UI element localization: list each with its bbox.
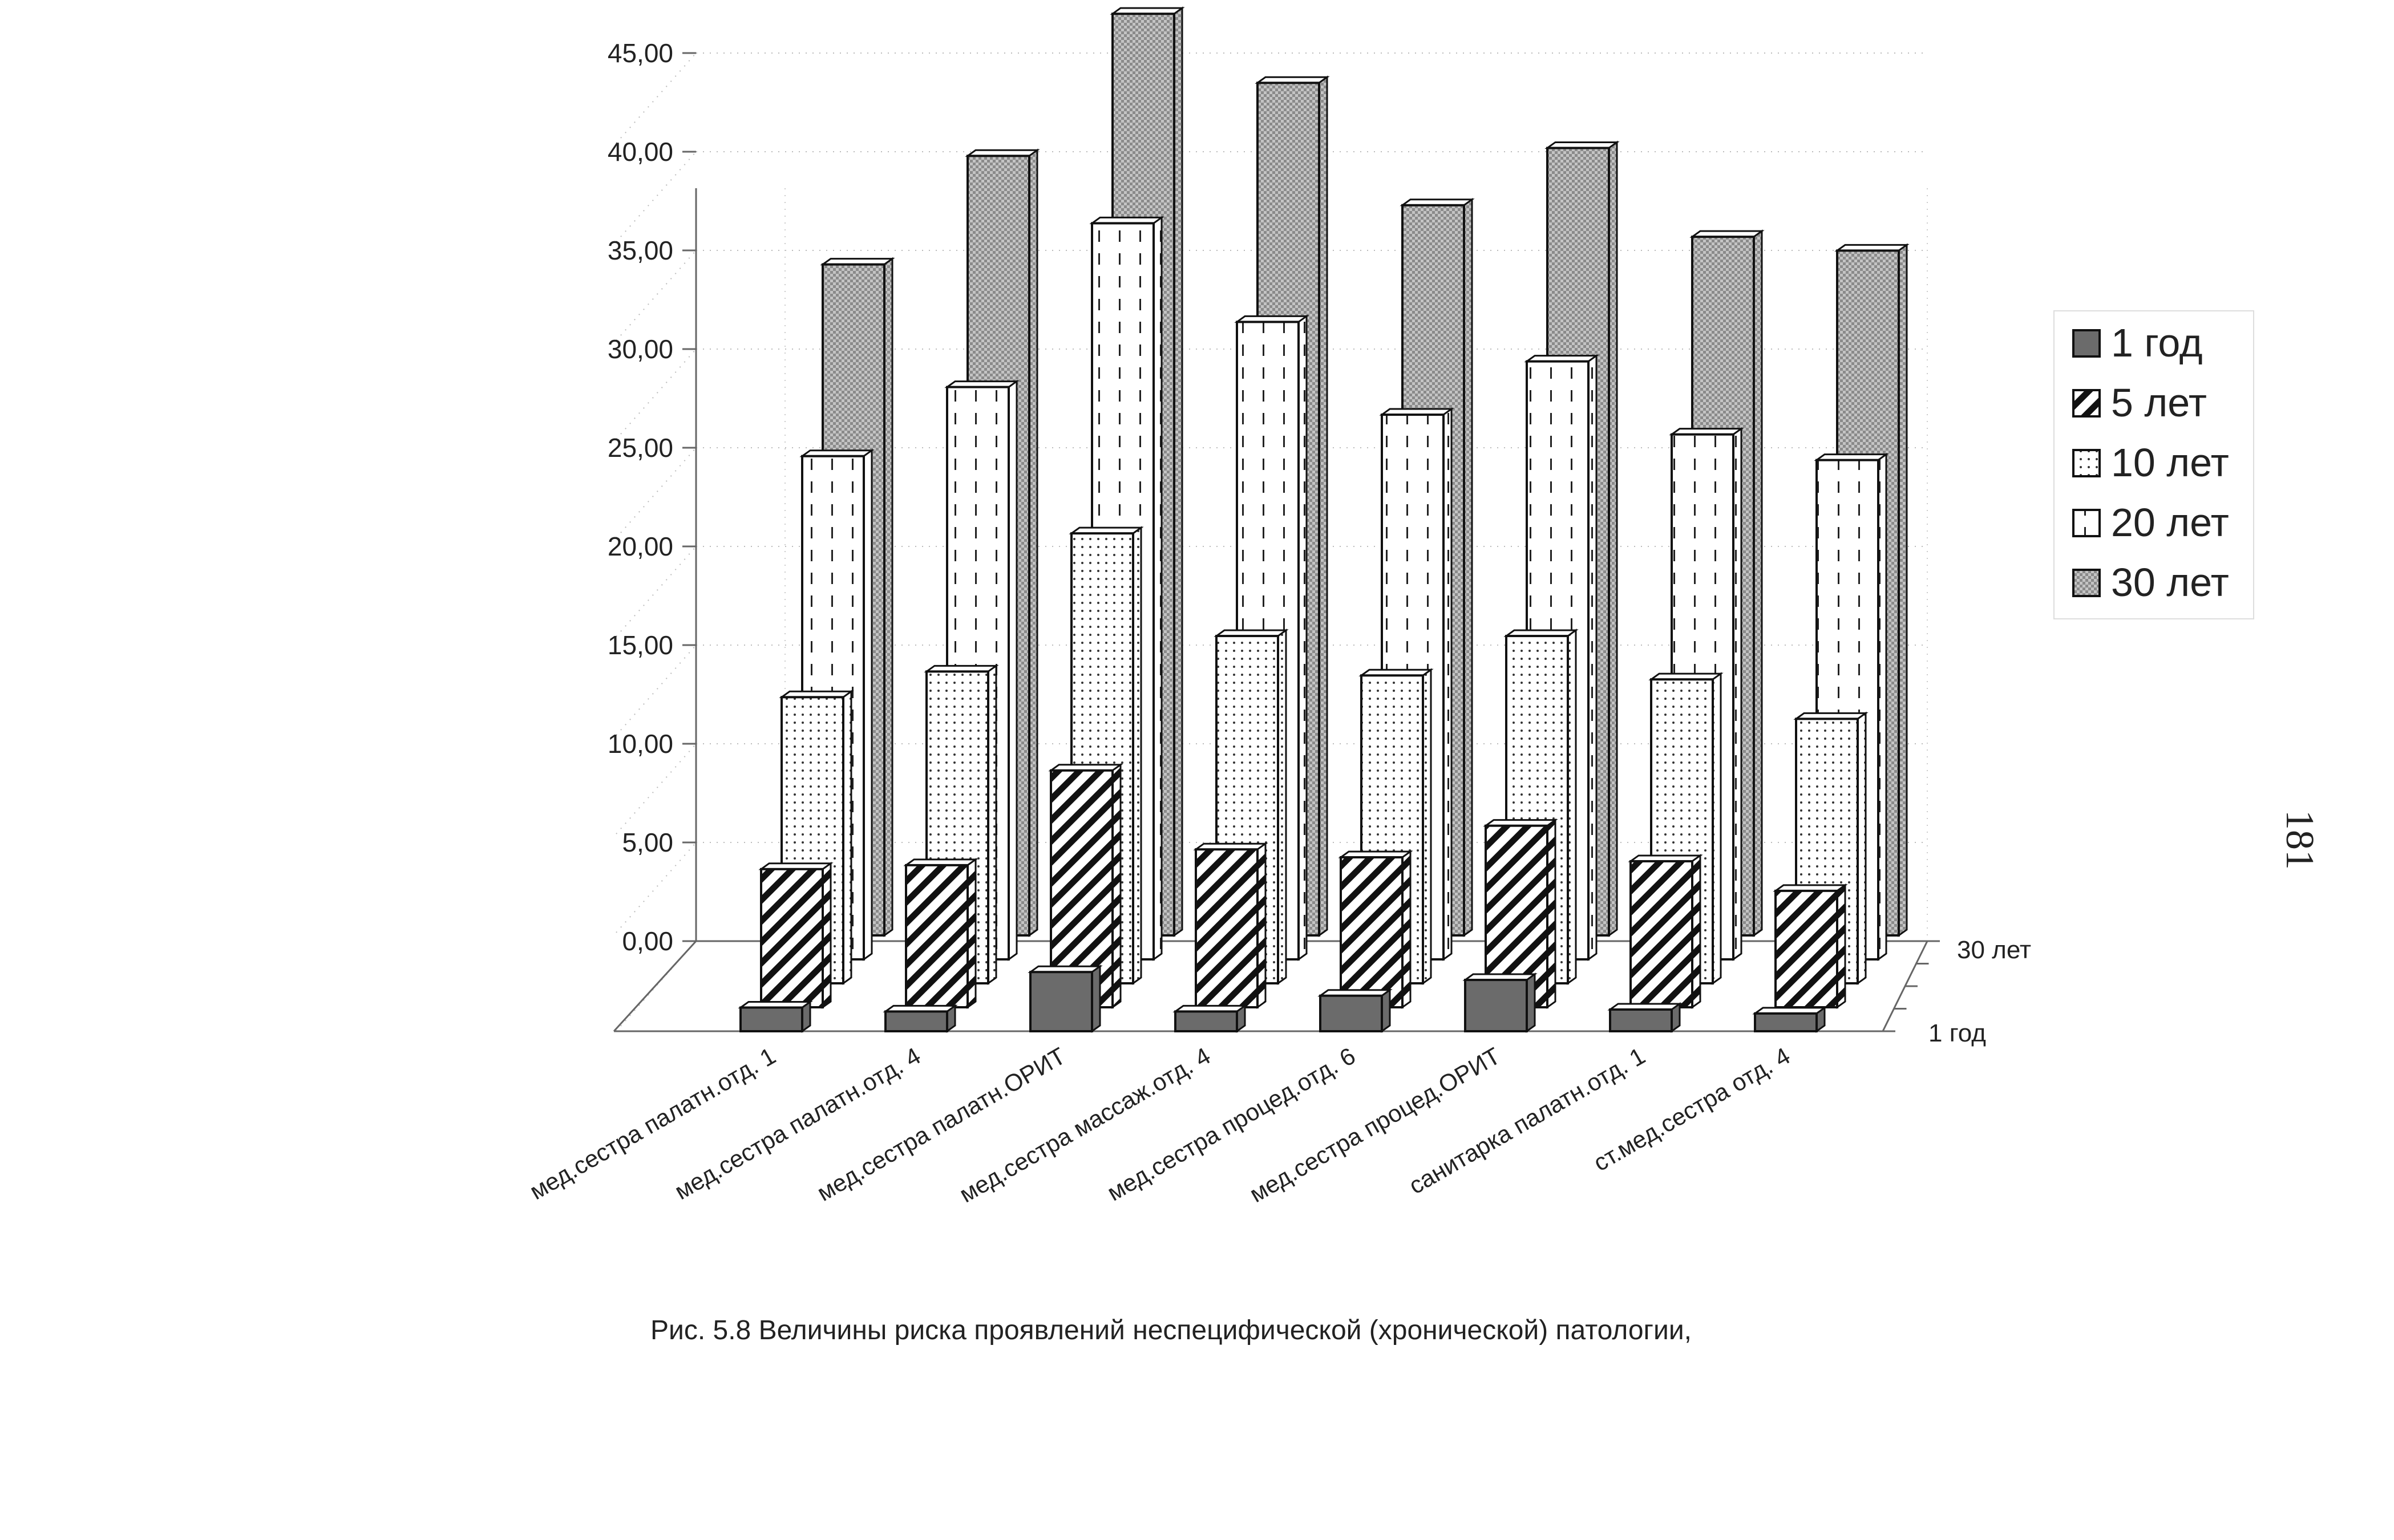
y-tick-label: 40,00 [608,137,673,167]
grid [616,52,1928,1032]
bar-0-1 [883,1004,958,1033]
bar-0-7 [1752,1006,1827,1033]
bar-1-3 [1193,842,1268,1009]
legend: 1 год 5 лет 10 лет 20 лет 30 лет [2053,310,2254,619]
y-tick-label: 20,00 [608,532,673,561]
y-tick-label: 30,00 [608,334,673,364]
figure-caption: Рис. 5.8 Величины риска проявлений неспе… [650,1315,1692,1346]
x-tick-label: мед.сестра палатн.ОРИТ [812,1042,1070,1206]
bar-0-0 [738,1000,813,1033]
bar-2-5 [1503,629,1579,985]
legend-swatch [2072,509,2101,537]
y-tick-label: 35,00 [608,236,673,265]
legend-label: 5 лет [2111,380,2207,425]
y-tick-label: 15,00 [608,630,673,660]
legend-label: 20 лет [2111,500,2229,545]
bar-0-5 [1462,972,1538,1033]
floor-left-edge [613,940,697,1032]
bar-0-6 [1607,1002,1683,1033]
bar-1-6 [1628,854,1703,1009]
x-tick-label: мед.сестра процед.отд. 6 [1102,1042,1360,1206]
legend-swatch [2072,449,2101,477]
bar-1-4 [1338,850,1413,1009]
bar-0-2 [1028,964,1103,1033]
x-tick-label: мед.сестра массаж.отд. 4 [955,1042,1215,1207]
bar-1-7 [1773,883,1848,1009]
legend-swatch [2072,569,2101,597]
y-tick-label: 45,00 [608,38,673,68]
bar-0-3 [1172,1004,1248,1033]
y-tick-label: 10,00 [608,729,673,759]
x-tick-label: мед.сестра палатн.отд. 1 [525,1042,780,1205]
bar-0-4 [1317,988,1393,1033]
x-tick-label: мед.сестра процед.ОРИТ [1245,1042,1505,1207]
depth-label-back: 30 лет [1957,936,2031,964]
x-tick-label: мед.сестра палатн.отд. 4 [670,1042,925,1205]
y-tick-label: 0,00 [622,926,673,956]
legend-label: 1 год [2111,321,2203,365]
legend-label: 10 лет [2111,440,2229,485]
page-number: 181 [2278,810,2322,870]
y-tick-label: 5,00 [622,828,673,857]
bar-1-1 [903,857,978,1009]
legend-swatch [2072,389,2101,418]
bar-2-3 [1214,629,1289,985]
bars [738,6,1910,1033]
depth-label-front: 1 год [1928,1019,1986,1047]
legend-swatch [2072,329,2101,358]
bar-1-0 [758,861,834,1009]
x-tick-label: санитарка палатн.отд. 1 [1404,1042,1649,1199]
y-tick-label: 25,00 [608,433,673,463]
legend-label: 30 лет [2111,560,2229,605]
